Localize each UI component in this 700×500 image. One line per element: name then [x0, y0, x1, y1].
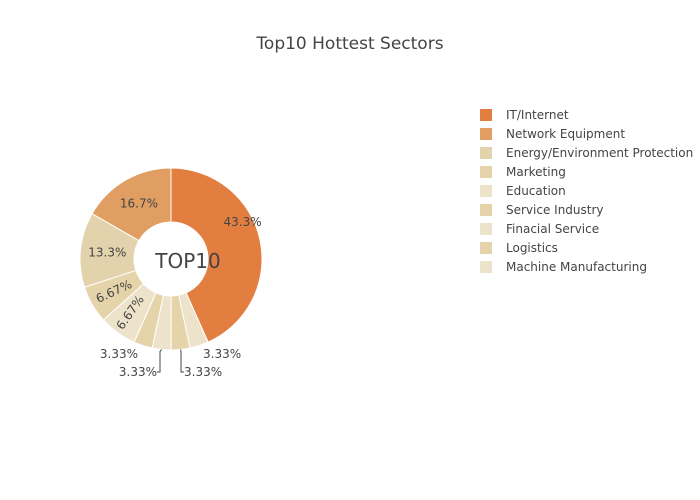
legend-swatch — [480, 203, 492, 216]
slice-label-logistics: 3.33% — [184, 365, 222, 379]
legend-label: IT/Internet — [506, 107, 569, 122]
slice-network-equipment[interactable] — [91, 167, 172, 242]
legend-item-it-internet[interactable]: IT/Internet — [480, 105, 693, 124]
legend-swatch — [480, 260, 492, 273]
slice-label-finacial-service: 3.33% — [119, 365, 157, 379]
legend-swatch — [480, 146, 492, 159]
legend-swatch — [480, 222, 492, 235]
slice-label-it-internet: 43.3% — [224, 215, 262, 229]
legend-label: Marketing — [506, 164, 566, 179]
legend-label: Energy/Environment Protection — [506, 145, 694, 160]
legend: IT/Internet Network Equipment Energy/Envir… — [480, 105, 693, 276]
leader-line-finacial-service — [157, 349, 162, 373]
legend-label: Machine Manufacturing — [506, 259, 647, 274]
slice-label-machine-manufacturing: 3.33% — [203, 347, 241, 361]
donut-center-label: TOP10 — [154, 249, 220, 273]
leader-line-logistics — [180, 349, 184, 373]
legend-item-service-industry[interactable]: Service Industry — [480, 200, 693, 219]
legend-item-marketing[interactable]: Marketing — [480, 162, 693, 181]
legend-label: Education — [506, 183, 566, 198]
slice-label-service-industry: 3.33% — [100, 347, 138, 361]
legend-label: Logistics — [506, 240, 558, 255]
legend-swatch — [480, 165, 492, 178]
legend-swatch — [480, 184, 492, 197]
legend-item-energy-environment-protection[interactable]: Energy/Environment Protection — [480, 143, 693, 162]
legend-item-education[interactable]: Education — [480, 181, 693, 200]
donut-slices — [79, 167, 263, 351]
legend-item-finacial-service[interactable]: Finacial Service — [480, 219, 693, 238]
slice-label-energy-environment-protection: 13.3% — [88, 245, 126, 259]
slice-it-internet[interactable] — [170, 167, 263, 343]
legend-item-network-equipment[interactable]: Network Equipment — [480, 124, 693, 143]
slice-label-network-equipment: 16.7% — [120, 197, 158, 211]
legend-swatch — [480, 127, 492, 140]
legend-item-logistics[interactable]: Logistics — [480, 238, 693, 257]
legend-swatch — [480, 108, 492, 121]
legend-label: Service Industry — [506, 202, 604, 217]
slice-labels: 43.3%3.33%3.33%3.33%3.33%6.67%6.67%13.3%… — [88, 197, 261, 379]
chart-title: Top10 Hottest Sectors — [256, 34, 444, 54]
legend-label: Network Equipment — [506, 126, 626, 141]
legend-label: Finacial Service — [506, 221, 600, 236]
legend-item-machine-manufacturing[interactable]: Machine Manufacturing — [480, 257, 693, 276]
legend-swatch — [480, 241, 492, 254]
